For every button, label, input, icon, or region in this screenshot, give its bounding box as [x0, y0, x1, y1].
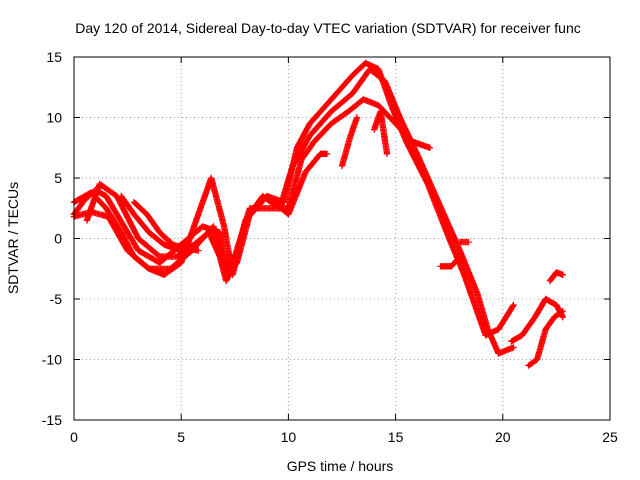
series-markers	[371, 108, 391, 157]
series-track-13	[546, 269, 567, 285]
x-tick-label: 0	[70, 429, 78, 445]
y-tick-label: -10	[42, 352, 62, 368]
series-markers	[118, 192, 198, 254]
series-markers	[508, 295, 567, 345]
y-tick-label: -5	[50, 291, 63, 307]
data-series	[70, 59, 567, 369]
series-markers	[456, 238, 472, 246]
y-tick-label: -15	[42, 412, 62, 428]
series-track-5	[118, 192, 198, 254]
ticks: 0 5 10 15 20 25 -15 -10 -5 0 5 10 15	[42, 49, 618, 445]
y-axis-label: SDTVAR / TECUs	[5, 182, 21, 294]
series-track-8	[371, 108, 391, 157]
x-tick-label: 15	[388, 429, 404, 445]
y-tick-label: 10	[46, 110, 62, 126]
series-markers	[437, 253, 464, 270]
series-track-10	[456, 238, 472, 246]
x-tick-label: 25	[602, 429, 618, 445]
y-tick-label: 15	[46, 49, 62, 65]
series-track-12	[525, 307, 567, 369]
series-track-11	[508, 295, 567, 345]
series-markers	[130, 199, 202, 254]
series-markers	[546, 269, 567, 285]
y-tick-label: 0	[54, 231, 62, 247]
x-axis-label: GPS time / hours	[287, 458, 394, 474]
series-markers	[525, 307, 567, 369]
series-markers	[338, 114, 361, 170]
x-tick-label: 5	[177, 429, 185, 445]
series-track-6	[130, 199, 202, 254]
x-tick-label: 10	[281, 429, 297, 445]
series-track-4	[83, 150, 331, 285]
x-tick-label: 20	[495, 429, 511, 445]
series-track-9	[437, 253, 464, 270]
y-tick-label: 5	[54, 170, 62, 186]
chart-title: Day 120 of 2014, Sidereal Day-to-day VTE…	[75, 20, 581, 36]
series-markers	[83, 150, 331, 285]
series-track-7	[338, 114, 361, 170]
